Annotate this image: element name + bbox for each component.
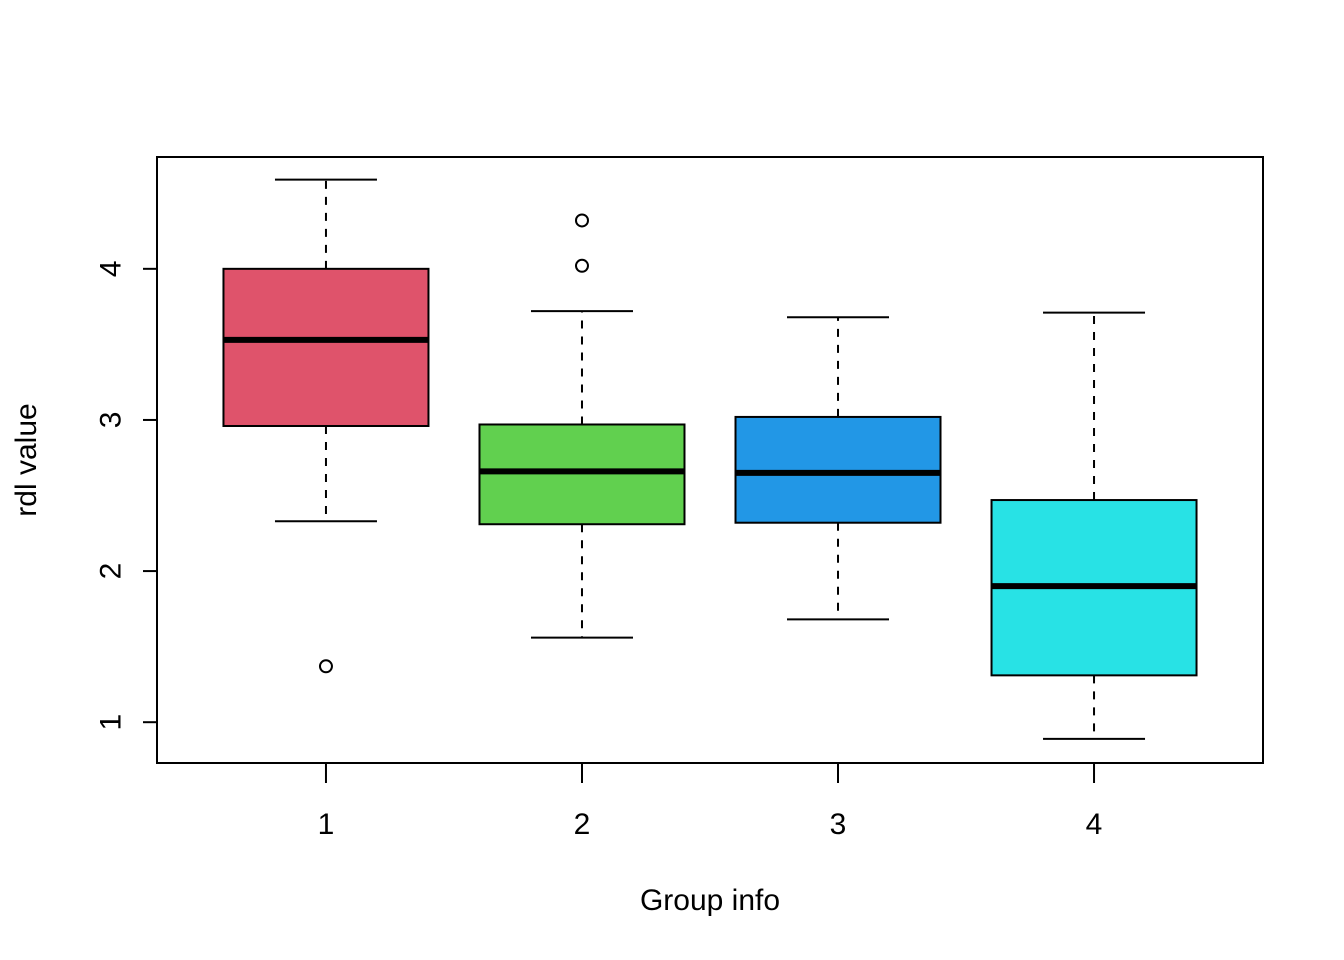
box-group-2 bbox=[478, 213, 686, 639]
box-group-4 bbox=[990, 311, 1198, 740]
outlier-point-1-1 bbox=[318, 659, 333, 674]
y-axis: 1 2 3 4 bbox=[95, 260, 157, 731]
box-group-1 bbox=[222, 178, 430, 674]
x-tick-label-1: 1 bbox=[318, 808, 335, 841]
plot-frame bbox=[156, 156, 1264, 764]
x-tick-label-2: 2 bbox=[574, 808, 591, 841]
box-2 bbox=[478, 423, 686, 526]
x-tick-label-4: 4 bbox=[1086, 808, 1103, 841]
box-group-3 bbox=[734, 316, 942, 621]
x-tick-label-3: 3 bbox=[830, 808, 847, 841]
box-1 bbox=[222, 267, 430, 427]
x-axis: 1 2 3 4 bbox=[318, 763, 1103, 841]
y-tick-label-4: 4 bbox=[95, 260, 128, 277]
box-3 bbox=[734, 415, 942, 524]
y-tick-label-2: 2 bbox=[95, 563, 128, 580]
x-axis-label: Group info bbox=[640, 884, 780, 917]
boxes-layer bbox=[222, 178, 1198, 740]
outlier-point-2-1 bbox=[574, 258, 589, 273]
y-tick-label-1: 1 bbox=[95, 714, 128, 731]
y-axis-label: rdl value bbox=[10, 403, 43, 516]
y-tick-label-3: 3 bbox=[95, 412, 128, 429]
outlier-point-2-2 bbox=[574, 213, 589, 228]
